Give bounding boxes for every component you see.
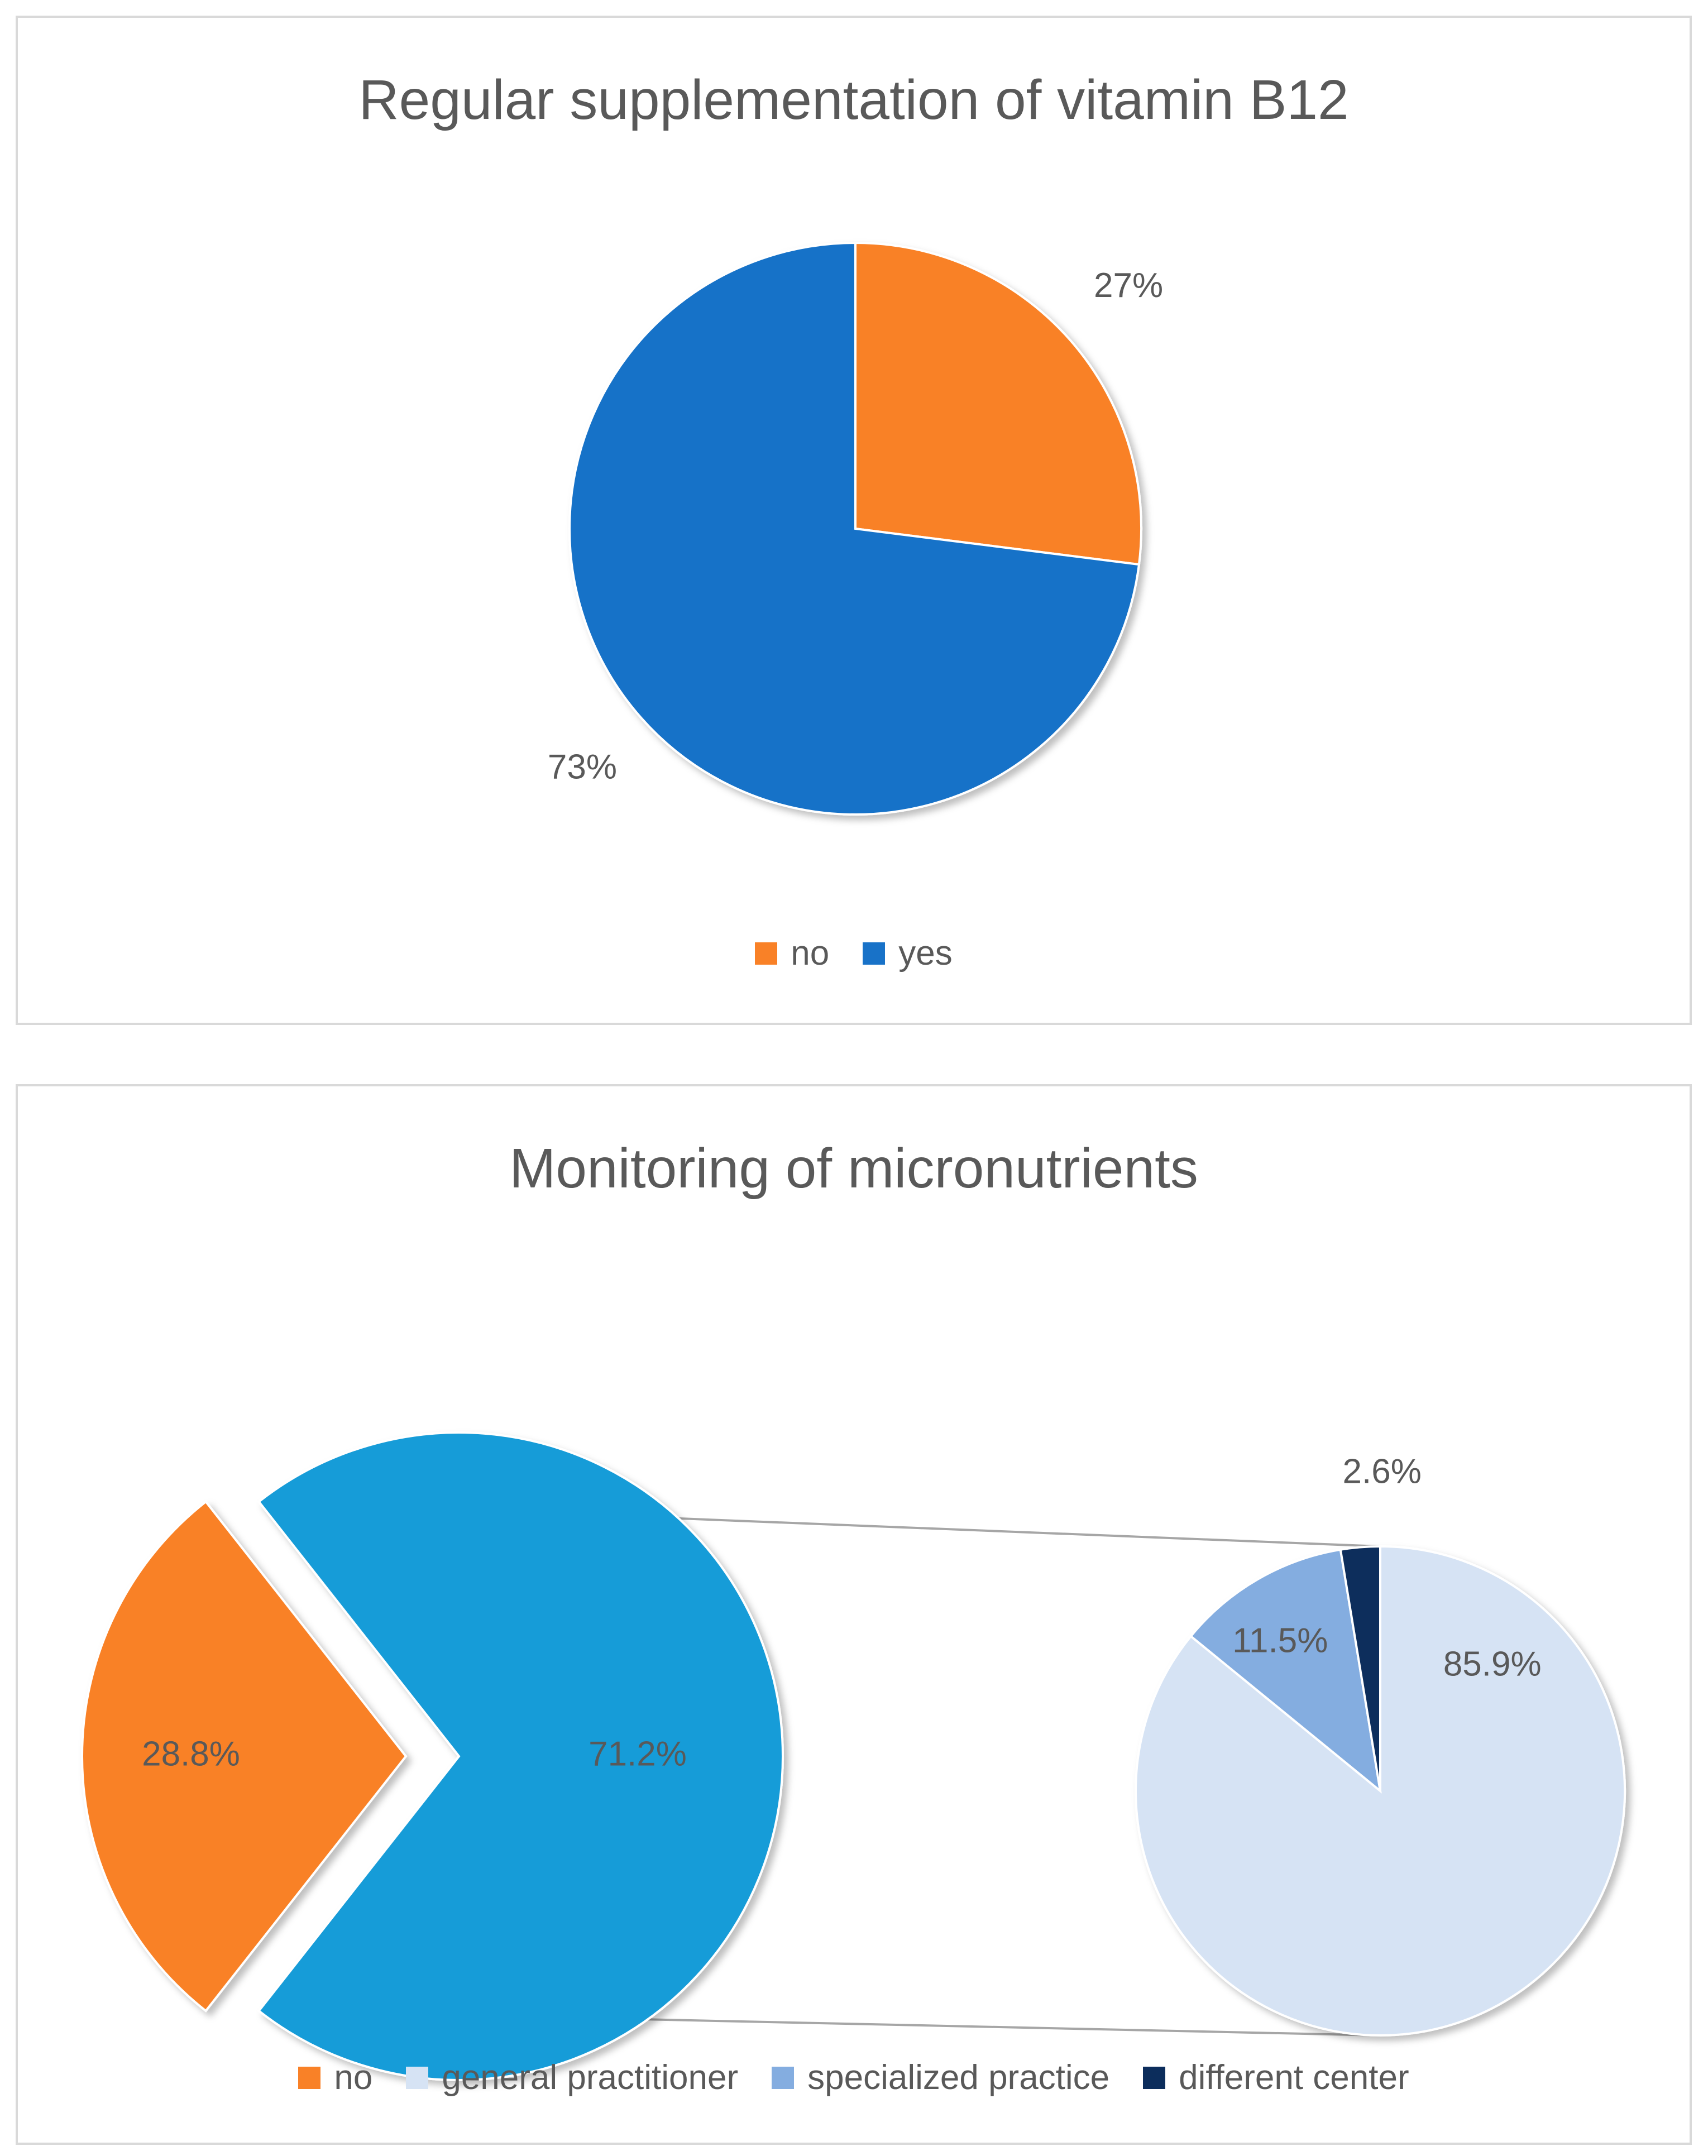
legend-label-general-practitioner: general practitioner xyxy=(442,2058,739,2097)
legend: no yes xyxy=(18,933,1690,973)
legend-label-specialized-practice: specialized practice xyxy=(807,2058,1110,2097)
data-label-yes: 73% xyxy=(548,748,617,787)
pie-of-pie-chart-micronutrients: 71.2% 28.8% 85.9% 11.5% 2.6% xyxy=(81,1431,1626,2081)
legend-label-yes: yes xyxy=(898,934,953,972)
legend-label-no: no xyxy=(791,934,830,972)
pie-slice-yes xyxy=(257,1431,784,2081)
pie-slice-different-center xyxy=(1339,1545,1381,1791)
legend-swatch-no xyxy=(298,2066,321,2089)
pie-slices xyxy=(81,1431,784,2081)
legend-item-different-center: different center xyxy=(1143,2058,1409,2097)
secondary-pie-slices xyxy=(1135,1545,1626,2037)
data-label-yes: 71.2% xyxy=(589,1735,687,1773)
chart-panel-micronutrients: Monitoring of micronutrients 71.2% 28.8% 8… xyxy=(16,1084,1692,2145)
pie-slice-no xyxy=(81,1500,408,2013)
data-label-specialized-practice: 11.5% xyxy=(1232,1621,1328,1660)
pie-slice-yes xyxy=(568,241,1141,816)
legend-label-different-center: different center xyxy=(1179,2058,1409,2097)
data-label-general-practitioner: 85.9% xyxy=(1443,1645,1542,1683)
chart-title: Monitoring of micronutrients xyxy=(509,1137,1198,1200)
legend-swatch-specialized-practice xyxy=(772,2066,795,2089)
legend-item-specialized-practice: specialized practice xyxy=(772,2058,1109,2097)
data-label-no: 28.8% xyxy=(142,1735,240,1773)
legend-swatch-yes xyxy=(863,942,886,965)
data-label-no: 27% xyxy=(1094,266,1163,305)
pie-chart-b12: 27% 73% xyxy=(548,241,1163,816)
pie-slices xyxy=(568,241,1142,816)
legend-item-yes: yes xyxy=(863,933,953,973)
legend-label-no: no xyxy=(334,2058,373,2097)
pie-slice-specialized-practice xyxy=(1189,1548,1382,1794)
legend-item-general-practitioner: general practitioner xyxy=(406,2058,738,2097)
pie-slice-no xyxy=(854,241,1142,566)
data-label-different-center: 2.6% xyxy=(1343,1452,1422,1491)
legend-swatch-general-practitioner xyxy=(406,2066,429,2089)
chart-title: Regular supplementation of vitamin B12 xyxy=(358,69,1349,131)
legend: no general practitioner specialized prac… xyxy=(18,2058,1690,2097)
legend-item-no: no xyxy=(298,2058,372,2097)
legend-item-no: no xyxy=(755,933,829,973)
chart-panel-b12: Regular supplementation of vitamin B12 2… xyxy=(16,16,1692,1025)
legend-swatch-different-center xyxy=(1143,2066,1166,2089)
legend-swatch-no xyxy=(755,942,778,965)
